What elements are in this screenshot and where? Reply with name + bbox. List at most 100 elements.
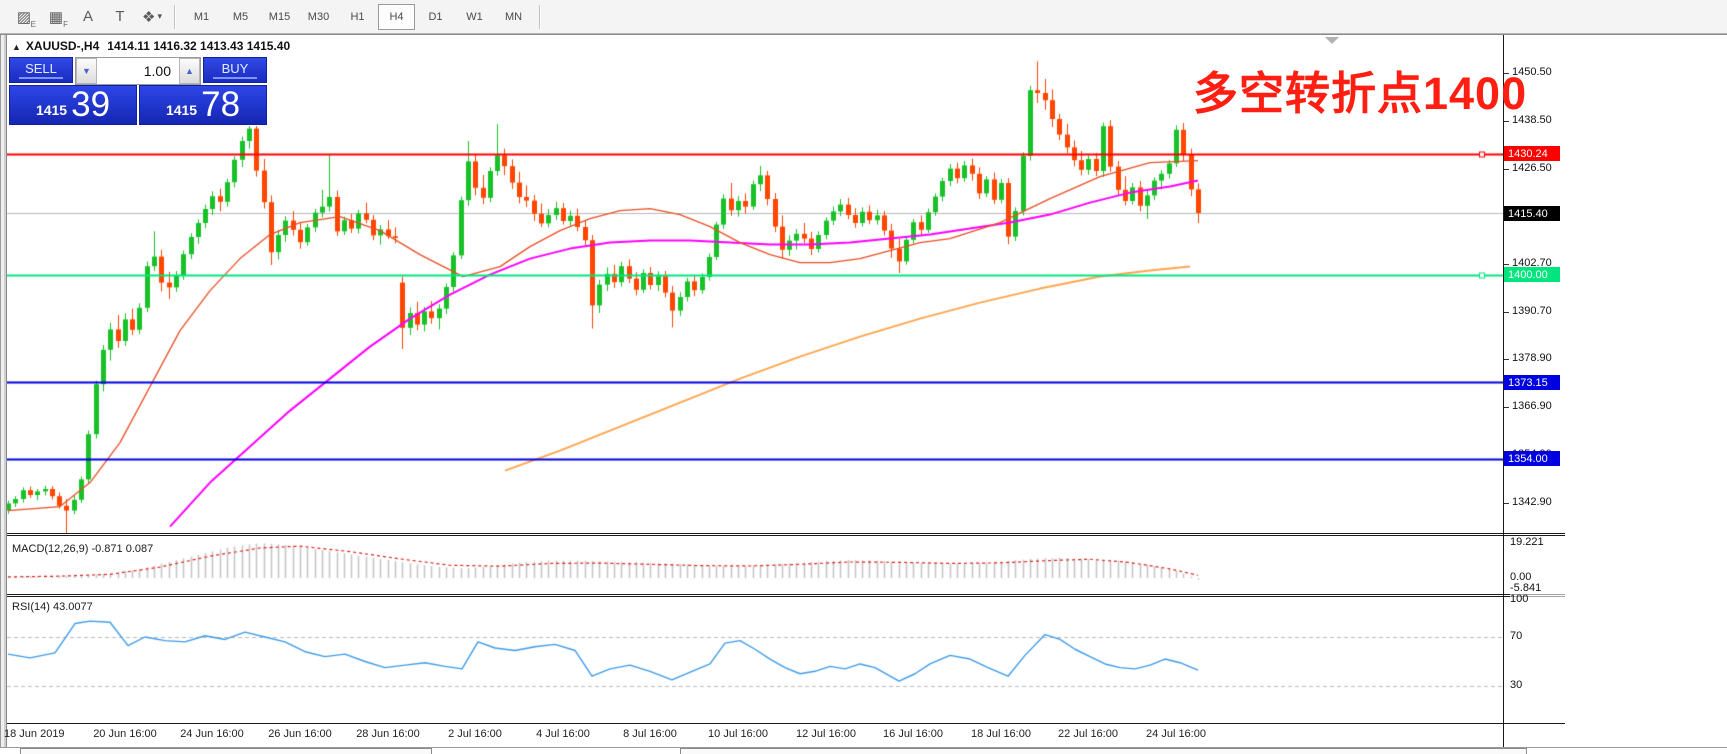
buy-price-box[interactable]: 1415 78 <box>139 85 267 125</box>
price-axis-border <box>1503 35 1504 747</box>
price-tick-mark <box>1504 503 1509 504</box>
timeframe-button-d1[interactable]: D1 <box>428 10 443 23</box>
buy-button[interactable]: BUY <box>203 57 267 83</box>
date-label: 24 Jul 16:00 <box>1146 728 1206 740</box>
buy-price-small: 1415 <box>165 102 198 118</box>
timeframe-button-m30[interactable]: M30 <box>307 10 330 23</box>
macd-axis-label: -5.841 <box>1510 582 1580 594</box>
price-tick-mark <box>1504 73 1509 74</box>
one-click-trading-panel: SELL ▼ ▲ BUY 1415 39 1415 78 <box>8 56 268 126</box>
price-tick-label: 1402.70 <box>1512 257 1552 269</box>
date-label: 10 Jul 16:00 <box>708 728 768 740</box>
toolbar-separator <box>174 4 176 29</box>
text-label-icon[interactable]: A <box>82 8 93 25</box>
toolbar-separator <box>539 4 541 29</box>
shapes-icon[interactable]: ❖ ▾ <box>142 8 162 26</box>
price-badge-1373-15: 1373.15 <box>1504 375 1560 390</box>
price-tick-label: 1426.50 <box>1512 162 1552 174</box>
price-tick-label: 1438.50 <box>1512 114 1552 126</box>
chart-window-left-edge <box>0 35 7 747</box>
collapse-panel-icon[interactable]: ▲ <box>12 42 21 52</box>
ohlc-values: 1414.11 1416.32 1413.43 1415.40 <box>107 39 291 53</box>
timeframe-button-m5[interactable]: M5 <box>232 10 249 23</box>
scroll-to-end-icon <box>1325 37 1339 44</box>
rsi-label: RSI(14) 43.0077 <box>12 601 93 613</box>
rsi-axis-label: 30 <box>1510 679 1580 691</box>
rsi-axis-label: 100 <box>1510 593 1580 605</box>
price-badge-1400-00: 1400.00 <box>1504 267 1560 282</box>
date-label: 26 Jun 16:00 <box>268 728 332 740</box>
symbol-timeframe-label: XAUUSD-,H4 <box>25 39 100 53</box>
timeframe-button-h1[interactable]: H1 <box>350 10 365 23</box>
docked-panel-edge <box>680 748 1527 754</box>
price-tick-mark <box>1504 169 1509 170</box>
price-chart-canvas[interactable] <box>7 35 1503 533</box>
date-label: 18 Jun 2019 <box>4 728 65 740</box>
price-tick-mark <box>1504 312 1509 313</box>
price-tick-mark <box>1504 407 1509 408</box>
date-label: 22 Jul 16:00 <box>1058 728 1118 740</box>
timeframe-button-m1[interactable]: M1 <box>193 10 210 23</box>
pane-separator <box>7 723 1565 724</box>
date-label: 4 Jul 16:00 <box>536 728 590 740</box>
date-label: 2 Jul 16:00 <box>448 728 502 740</box>
price-tick-mark <box>1504 121 1509 122</box>
timeframe-button-m15[interactable]: M15 <box>268 10 291 23</box>
grid-indicator-icon[interactable]: ▦ F <box>48 8 68 29</box>
sell-underline <box>19 77 63 79</box>
timeframe-button-w1[interactable]: W1 <box>466 10 483 23</box>
chart-header: ▲ XAUUSD-,H4 1414.11 1416.32 1413.43 1415.… <box>12 39 290 53</box>
macd-label: MACD(12,26,9) -0.871 0.087 <box>12 543 154 555</box>
date-label: 12 Jul 16:00 <box>796 728 856 740</box>
volume-stepper: ▼ ▲ <box>75 57 201 85</box>
price-tick-label: 1390.70 <box>1512 305 1552 317</box>
text-box-icon[interactable]: T <box>115 8 125 25</box>
price-badge-1430-24: 1430.24 <box>1504 146 1560 161</box>
price-tick-mark <box>1504 264 1509 265</box>
buy-price-big: 78 <box>201 85 241 124</box>
pane-separator[interactable] <box>7 594 1565 595</box>
macd-axis-label: 0.00 <box>1510 571 1580 583</box>
chart-window-top-edge <box>0 34 1727 35</box>
macd-axis-label: 19.221 <box>1510 536 1580 548</box>
chart-text-annotation[interactable]: 多空转折点1400 <box>1193 68 1528 119</box>
volume-input[interactable] <box>97 58 179 84</box>
date-label: 28 Jun 16:00 <box>356 728 420 740</box>
sell-button-label: SELL <box>25 61 57 76</box>
timeframe-button-mn[interactable]: MN <box>504 10 523 23</box>
window-bottom-edge <box>0 747 1727 748</box>
toolbar: ▨ E ▦ F A T ❖ ▾ M1 M5 M15 M30 H1 H4 D1 W1 MN <box>0 0 1727 34</box>
buy-button-label: BUY <box>221 61 249 76</box>
rsi-pane-canvas[interactable] <box>7 597 1503 723</box>
price-badge-1415-40: 1415.40 <box>1504 206 1560 221</box>
price-tick-mark <box>1504 359 1509 360</box>
date-label: 20 Jun 16:00 <box>93 728 157 740</box>
pane-separator[interactable] <box>7 533 1565 534</box>
price-tick-label: 1378.90 <box>1512 352 1552 364</box>
sell-button[interactable]: SELL <box>9 57 73 83</box>
price-tick-label: 1366.90 <box>1512 400 1552 412</box>
toolbar-icon-group: ▨ E ▦ F A T ❖ ▾ <box>0 0 168 33</box>
buy-underline <box>213 77 257 79</box>
pane-separator[interactable] <box>7 596 1565 597</box>
volume-decrease-button[interactable]: ▼ <box>76 58 97 84</box>
pane-separator[interactable] <box>7 535 1565 536</box>
volume-increase-button[interactable]: ▲ <box>179 58 200 84</box>
price-tick-label: 1450.50 <box>1512 66 1552 78</box>
timeframe-group: M1 M5 M15 M30 H1 H4 D1 W1 MN <box>182 0 533 33</box>
timeframe-button-h4[interactable]: H4 <box>378 3 415 30</box>
macd-pane-canvas[interactable] <box>7 536 1503 593</box>
price-tick-label: 1342.90 <box>1512 496 1552 508</box>
sell-price-big: 39 <box>71 85 111 124</box>
price-badge-1354-00: 1354.00 <box>1504 451 1560 466</box>
date-label: 8 Jul 16:00 <box>623 728 677 740</box>
sell-price-box[interactable]: 1415 39 <box>9 85 137 125</box>
sell-price-small: 1415 <box>35 102 68 118</box>
chart-patterns-icon[interactable]: ▨ E <box>16 8 36 29</box>
docked-panel-edge <box>20 748 432 754</box>
date-label: 16 Jul 16:00 <box>883 728 943 740</box>
date-label: 18 Jul 16:00 <box>971 728 1031 740</box>
rsi-axis-label: 70 <box>1510 630 1580 642</box>
date-label: 24 Jun 16:00 <box>180 728 244 740</box>
